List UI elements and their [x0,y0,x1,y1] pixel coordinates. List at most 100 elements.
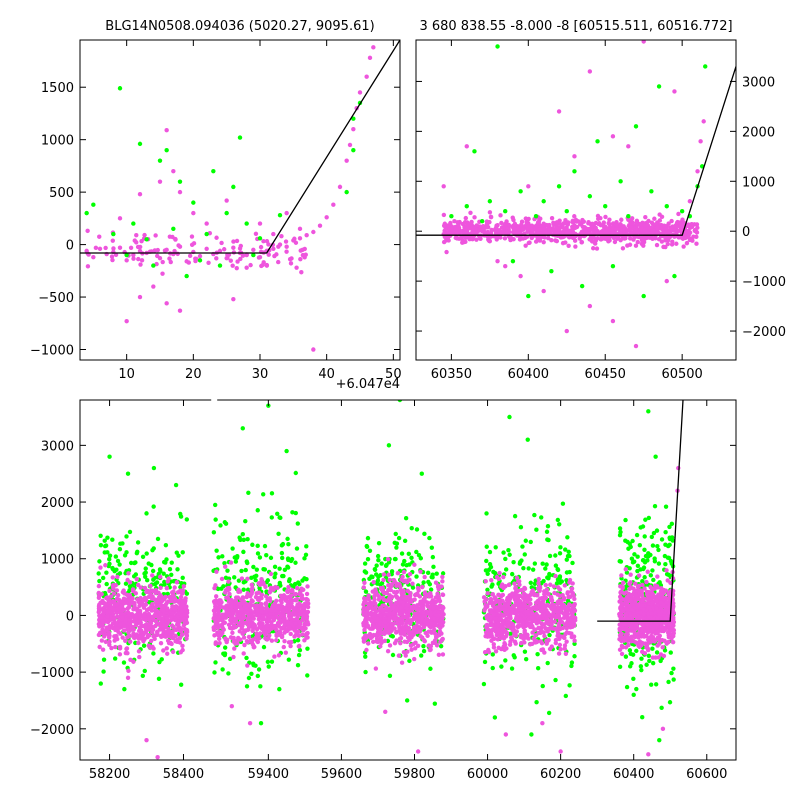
data-point-green [304,544,309,549]
data-point-green [506,547,511,553]
data-point-pink [237,629,242,634]
data-point-pink [268,588,273,594]
data-point-green [595,139,600,144]
data-point-pink [241,635,247,640]
data-point-pink [235,612,240,618]
data-point-pink [464,224,469,229]
data-point-green [264,552,269,558]
data-point-pink [664,278,669,284]
data-point-pink [405,588,411,594]
data-point-pink [432,631,438,636]
data-point-pink [525,622,530,627]
data-point-pink [138,636,144,641]
data-point-pink [197,253,203,259]
data-point-pink [542,229,548,234]
data-point-pink [137,192,143,197]
data-point-pink [367,55,373,61]
data-point-pink [502,236,508,241]
data-point-pink [109,254,115,259]
data-point-green [393,531,398,537]
data-point-pink [277,242,283,247]
data-point-pink [633,343,639,349]
data-point-pink [144,608,150,613]
y-tick-label: −500 [38,291,74,306]
data-point-green [351,116,356,121]
data-point-pink [407,599,413,605]
data-point-pink [487,608,493,613]
data-point-pink [216,636,222,641]
data-point-pink [489,227,494,233]
data-point-pink [256,621,262,627]
data-point-green [512,513,518,519]
data-point-pink [97,644,102,650]
panel-3: 58200 58400 59400 59600 59800 60000 60200 60400… [30,399,737,782]
data-point-pink [161,625,166,630]
data-point-pink [618,227,623,232]
data-point-pink [361,639,367,644]
data-point-green [98,533,103,538]
data-point-green [225,568,230,573]
data-point-green [255,673,261,679]
data-point-pink [213,641,218,647]
data-point-green [97,559,102,564]
data-point-green [258,684,263,689]
data-point-pink [117,245,123,250]
data-point-green [303,552,309,557]
data-point-pink [331,202,336,207]
data-point-pink [669,226,674,231]
data-point-pink [586,221,591,226]
data-point-pink [217,640,222,646]
data-point-green [253,577,258,583]
data-point-pink [229,620,234,626]
data-point-green [523,538,528,543]
data-point-green [487,562,493,567]
data-point-pink [551,220,556,226]
data-point-pink [411,625,417,630]
data-point-green [570,560,575,566]
axes-frame [415,39,737,361]
data-point-pink [274,627,279,633]
data-point-green [579,283,585,289]
data-point-green [362,569,368,574]
data-point-pink [373,666,379,671]
data-point-pink [300,617,305,623]
data-point-pink [97,234,102,239]
data-point-green [290,510,295,515]
data-point-pink [279,634,285,640]
data-point-pink [389,621,395,627]
data-point-pink [267,633,272,638]
data-point-green [174,550,179,555]
data-point-pink [228,258,234,263]
data-point-pink [578,222,583,227]
data-point-pink [286,625,292,630]
data-point-pink [398,640,403,646]
x-tick-label: 50 [385,367,402,382]
data-point-pink [271,231,276,237]
data-point-pink [159,634,164,639]
data-point-pink [546,591,551,597]
data-point-green [528,580,533,585]
data-point-green [262,567,268,572]
model-line [416,66,736,236]
data-point-green [227,656,233,661]
data-point-green [135,549,140,554]
data-point-pink [228,560,234,565]
data-point-pink [127,639,133,644]
data-point-green [280,573,285,579]
data-point-pink [391,611,396,616]
data-point-green [365,556,371,562]
data-point-pink [649,225,654,230]
data-point-pink [311,347,316,352]
data-point-pink [546,236,551,241]
data-point-green [178,682,184,687]
data-point-pink [522,630,527,635]
data-point-green [296,652,302,658]
data-point-pink [434,635,439,640]
data-point-green [535,651,540,657]
y-tick-label: 1500 [41,81,74,96]
data-point-pink [362,606,367,611]
data-point-pink [268,607,274,613]
data-point-green [151,651,156,656]
data-point-pink [174,580,180,585]
data-point-green [261,644,267,650]
